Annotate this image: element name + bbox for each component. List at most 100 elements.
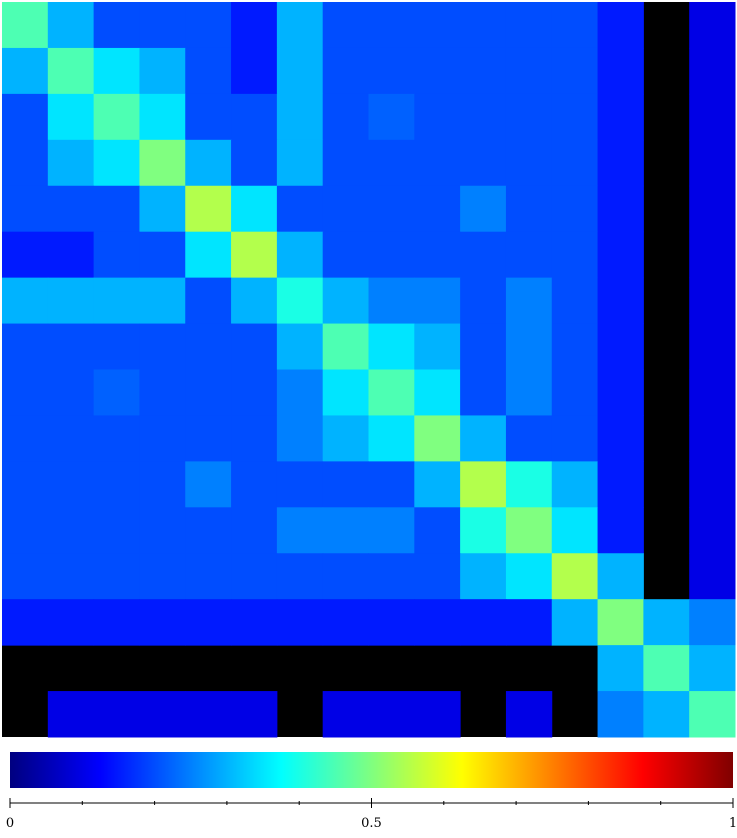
heatmap-cell <box>2 277 49 325</box>
heatmap-cell <box>93 415 140 462</box>
heatmap-cell <box>276 553 324 600</box>
heatmap-cell <box>460 323 507 370</box>
heatmap-cell <box>551 231 599 279</box>
heatmap-cell <box>597 93 644 141</box>
heatmap-cell <box>551 323 599 370</box>
heatmap-cell <box>689 185 736 233</box>
heatmap-cell <box>139 553 186 600</box>
heatmap-cell <box>2 185 49 233</box>
heatmap-cell <box>460 139 507 187</box>
heatmap-cell <box>185 553 232 600</box>
heatmap-cell <box>643 599 690 646</box>
colorbar-tick-label: 1 <box>729 816 737 831</box>
heatmap-cell <box>185 47 232 95</box>
heatmap-cell <box>2 507 49 554</box>
heatmap-cell <box>276 369 324 416</box>
heatmap-cell <box>551 47 599 95</box>
heatmap-cell <box>276 185 324 233</box>
heatmap-cell <box>689 47 736 95</box>
heatmap-cell <box>414 185 461 233</box>
heatmap-cell <box>322 415 369 462</box>
heatmap-cell <box>551 2 599 49</box>
heatmap-cell <box>322 599 369 646</box>
heatmap-cell <box>551 93 599 141</box>
heatmap-cell <box>47 47 95 95</box>
heatmap-cell <box>231 461 278 508</box>
heatmap-cell <box>597 369 644 416</box>
heatmap-cell <box>322 93 369 141</box>
heatmap-cell <box>2 415 49 462</box>
colorbar <box>10 752 733 788</box>
heatmap-cell <box>505 369 553 416</box>
heatmap-cell <box>505 323 553 370</box>
heatmap-cell <box>551 461 599 508</box>
heatmap-cell <box>414 139 461 187</box>
heatmap-cell <box>460 369 507 416</box>
heatmap-cell <box>185 461 232 508</box>
heatmap-cell <box>322 139 369 187</box>
heatmap-cell <box>368 2 415 49</box>
heatmap-cell <box>93 553 140 600</box>
heatmap-cell <box>185 185 232 233</box>
heatmap-cell <box>322 231 369 279</box>
colorbar-tick-label: 0 <box>6 816 14 831</box>
heatmap-cell <box>551 277 599 325</box>
heatmap-cell <box>368 461 415 508</box>
heatmap-cell <box>551 185 599 233</box>
heatmap-cell <box>689 645 736 692</box>
heatmap-cell <box>460 93 507 141</box>
heatmap-cell <box>460 507 507 554</box>
heatmap-cell <box>47 507 95 554</box>
heatmap-cell <box>689 231 736 279</box>
heatmap-cell <box>2 599 49 646</box>
heatmap-cell <box>414 461 461 508</box>
heatmap-cell <box>322 369 369 416</box>
colorbar-ticks: 0 0.5 1 <box>6 798 737 831</box>
heatmap-cell <box>47 93 95 141</box>
heatmap-cell <box>93 93 140 141</box>
heatmap-cell <box>505 139 553 187</box>
heatmap-cell <box>551 139 599 187</box>
heatmap-cell <box>322 277 369 325</box>
heatmap-cell <box>322 323 369 370</box>
heatmap-cell <box>231 369 278 416</box>
heatmap-cell <box>47 553 95 600</box>
heatmap-cell <box>414 2 461 49</box>
heatmap-cell <box>2 139 49 187</box>
heatmap-cell <box>2 461 49 508</box>
heatmap-cell <box>93 231 140 279</box>
heatmap-cell <box>414 323 461 370</box>
heatmap-cell <box>505 691 553 738</box>
heatmap-cell <box>689 415 736 462</box>
heatmap-cell <box>276 599 324 646</box>
heatmap-cell <box>414 277 461 325</box>
heatmap-cell <box>689 507 736 554</box>
heatmap-cell <box>276 231 324 279</box>
heatmap-cell <box>139 47 186 95</box>
heatmap-cell <box>231 277 278 325</box>
heatmap-cell <box>2 47 49 95</box>
heatmap-cell <box>139 323 186 370</box>
heatmap-cell <box>139 2 186 49</box>
heatmap-cell <box>93 461 140 508</box>
heatmap-cell <box>460 2 507 49</box>
heatmap-cell <box>47 231 95 279</box>
heatmap-cell <box>322 47 369 95</box>
heatmap-cell <box>551 599 599 646</box>
heatmap-cell <box>139 369 186 416</box>
heatmap-cell <box>414 507 461 554</box>
heatmap-cell <box>139 461 186 508</box>
heatmap-cell <box>551 507 599 554</box>
heatmap-cell <box>185 139 232 187</box>
heatmap-cell <box>689 139 736 187</box>
heatmap-cell <box>47 461 95 508</box>
heatmap-cell <box>597 47 644 95</box>
heatmap-cell <box>368 323 415 370</box>
heatmap-cell <box>322 2 369 49</box>
heatmap-cell <box>597 691 644 738</box>
heatmap-cell <box>368 93 415 141</box>
heatmap-cell <box>139 139 186 187</box>
heatmap-cell <box>139 93 186 141</box>
heatmap-cell <box>368 415 415 462</box>
heatmap-cell <box>460 231 507 279</box>
